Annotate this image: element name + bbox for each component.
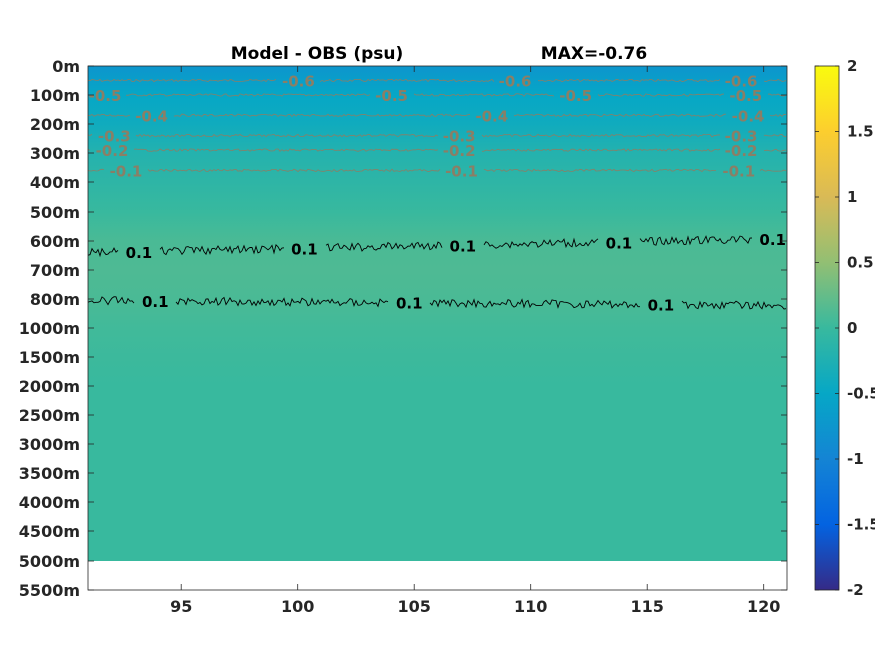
contour-label: -0.4 bbox=[475, 107, 508, 125]
contour-label: 0.1 bbox=[142, 293, 169, 311]
contour-label: 0.1 bbox=[396, 295, 423, 313]
y-tick-label: 1500m bbox=[19, 348, 80, 367]
colorbar-tick-label: -0.5 bbox=[847, 385, 875, 403]
y-tick-label: 0m bbox=[52, 57, 80, 76]
colorbar-tick-label: 1 bbox=[847, 188, 857, 206]
contour-label: -0.3 bbox=[443, 128, 476, 146]
contour-label: -0.4 bbox=[135, 107, 168, 125]
contour-label: -0.5 bbox=[89, 87, 122, 105]
chart-subtitle: MAX=-0.76 bbox=[541, 44, 647, 64]
y-tick-label: 4000m bbox=[19, 493, 80, 512]
y-tick-label: 700m bbox=[30, 261, 80, 280]
contour-line bbox=[87, 168, 787, 173]
contour-label: -0.1 bbox=[722, 162, 755, 180]
colorbar-tick-label: 1.5 bbox=[847, 123, 874, 141]
contour-label: -0.2 bbox=[725, 142, 758, 160]
y-tick-label: 2500m bbox=[19, 406, 80, 425]
colorbar-tick-label: -1 bbox=[847, 450, 864, 468]
x-tick-label: 105 bbox=[397, 597, 430, 616]
contour-line bbox=[87, 78, 787, 83]
salinity-difference-field bbox=[88, 66, 787, 561]
plot-area bbox=[88, 66, 787, 590]
y-tick-label: 3000m bbox=[19, 435, 80, 454]
contour-label: -0.2 bbox=[96, 142, 129, 160]
colorbar-tick-label: 0 bbox=[847, 319, 857, 337]
contour-label: -0.6 bbox=[282, 73, 315, 91]
contour-line bbox=[125, 93, 787, 97]
contour-label: -0.3 bbox=[725, 128, 758, 146]
y-tick-label: 300m bbox=[30, 144, 80, 163]
colorbar-tick-label: 2 bbox=[847, 57, 857, 75]
contour-label: 0.1 bbox=[291, 241, 318, 259]
contour-label: -0.4 bbox=[732, 107, 765, 125]
colorbar: 2 1.5 1 0.5 0 -0.5 -1 -1.5 -2 bbox=[814, 57, 875, 599]
y-tick-label: 200m bbox=[30, 115, 80, 134]
y-tick-label: 100m bbox=[30, 86, 80, 105]
y-tick-label: 1000m bbox=[19, 319, 80, 338]
y-tick-label: 600m bbox=[30, 232, 80, 251]
contour-label: 0.1 bbox=[759, 231, 786, 249]
contour-line bbox=[87, 148, 787, 152]
contour-label: -0.2 bbox=[443, 142, 476, 160]
contour-label: -0.5 bbox=[559, 87, 592, 105]
x-tick-label: 120 bbox=[747, 597, 780, 616]
contour-label: -0.1 bbox=[110, 162, 143, 180]
contour-line bbox=[87, 113, 787, 118]
contour-label: -0.1 bbox=[445, 162, 478, 180]
contour-label: -0.5 bbox=[375, 87, 408, 105]
y-tick-label: 400m bbox=[30, 173, 80, 192]
y-tick-label: 5000m bbox=[19, 552, 80, 571]
contour-label: -0.6 bbox=[725, 73, 758, 91]
x-tick-label: 100 bbox=[281, 597, 314, 616]
axes: 95 100 105 110 115 120 0m 100m 200m 300m 400m 500m 6… bbox=[19, 57, 788, 616]
contour-label: 0.1 bbox=[606, 234, 633, 252]
contour-line bbox=[87, 133, 787, 138]
contour-label: -0.6 bbox=[499, 73, 532, 91]
contour-label: -0.5 bbox=[729, 87, 762, 105]
contour-label: 0.1 bbox=[450, 237, 477, 255]
y-tick-label: 5500m bbox=[19, 581, 80, 600]
y-tick-label: 3500m bbox=[19, 464, 80, 483]
contour-label: 0.1 bbox=[648, 296, 675, 314]
colorbar-tick-label: -2 bbox=[847, 581, 864, 599]
contour-label: 0.1 bbox=[126, 244, 153, 262]
y-tick-label: 2000m bbox=[19, 377, 80, 396]
y-tick-label: 800m bbox=[30, 290, 80, 309]
colorbar-tick-label: -1.5 bbox=[847, 516, 875, 534]
contour-line bbox=[87, 296, 787, 310]
contour-label: -0.3 bbox=[98, 128, 131, 146]
colorbar-tick-label: 0.5 bbox=[847, 254, 874, 272]
contour-lines: -0.6 -0.6 -0.6-0.5 -0.5 -0.5 -0.5-0.4 -0.4 -0.4… bbox=[87, 73, 787, 314]
y-tick-label: 500m bbox=[30, 203, 80, 222]
contour-line bbox=[87, 235, 753, 258]
chart-title: Model - OBS (psu) bbox=[231, 44, 404, 64]
x-tick-label: 95 bbox=[170, 597, 192, 616]
y-tick-label: 4500m bbox=[19, 522, 80, 541]
x-tick-label: 110 bbox=[514, 597, 547, 616]
x-tick-label: 115 bbox=[630, 597, 663, 616]
